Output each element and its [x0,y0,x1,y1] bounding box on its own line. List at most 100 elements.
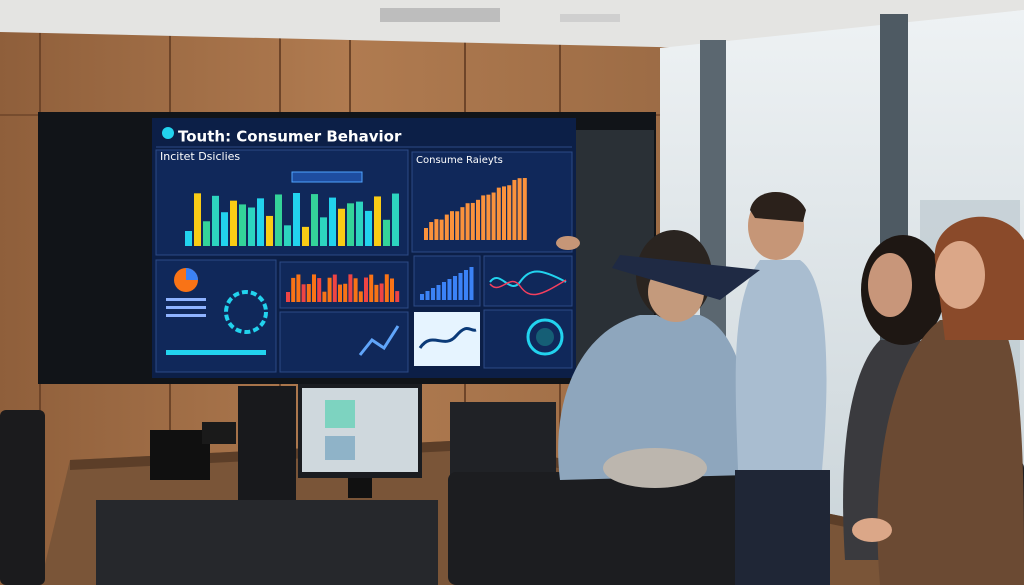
bar [293,193,300,246]
panel-title: Consume Raieyts [416,155,503,166]
bar [434,219,439,240]
monitors-part [348,478,372,498]
bar [512,179,517,240]
lower-panels-part [166,306,206,309]
bar [458,273,463,300]
bar [327,277,332,302]
bar [296,274,301,302]
bar [442,282,446,300]
bar [257,198,264,246]
bar [374,196,381,246]
bar [390,278,394,302]
bar [203,221,210,246]
lower-panels-part [166,350,266,355]
bar [338,208,345,246]
bar [392,193,399,246]
person-pointing-part [750,192,806,222]
bar [364,277,368,302]
bar [212,195,219,246]
dashboard-part [291,171,363,183]
monitors-part [325,400,355,428]
person-pointing-part [735,260,827,470]
bar [185,231,192,246]
lower-panels-part [489,270,567,288]
bar [395,291,400,302]
bar [291,277,296,302]
monitors-part [202,422,236,444]
bar-chart [286,274,400,302]
bar [230,200,237,246]
lower-panels-part [186,268,198,280]
ceiling-part [0,0,1024,48]
bar [317,278,322,302]
bar [464,270,468,300]
bar [436,285,441,300]
bar [348,274,353,302]
bar [301,284,306,302]
ceiling [0,0,1024,48]
bar [374,284,379,302]
bar [455,211,460,240]
bar [302,226,309,246]
bar [365,210,372,246]
lower-panels-part [483,255,573,307]
bar-chart [185,193,399,246]
bar [424,228,428,240]
bar-chart [420,267,474,300]
monitors-part [302,388,418,472]
bar [507,185,512,240]
ceiling-part [380,8,500,22]
bar [221,212,228,246]
person-woman-2 [852,216,1024,585]
person-woman-2-part [852,518,892,542]
bar [369,274,374,302]
bar [486,194,491,240]
bar [444,214,449,240]
monitors-part [96,500,438,585]
bar [453,276,457,300]
person-seated-part [558,315,750,480]
lower-panels-part [166,298,206,301]
panel-title: Incitet Dsiclies [160,150,240,163]
bar [306,284,311,302]
bar-chart [424,178,527,240]
lower-panels-part [414,312,480,366]
bar [356,201,363,246]
bar [379,283,384,302]
chairs-part [0,410,45,585]
bar [470,202,475,240]
lower-panels-part [418,326,477,349]
lower-panels-part [526,318,564,356]
bar [275,194,282,246]
bar [481,195,486,240]
lower-panels-part [489,279,567,296]
monitors-part [238,386,296,504]
bar [439,219,444,240]
lower-panels-part [224,290,268,334]
bar [460,207,465,240]
dashboard-title: Touth: Consumer Behavior [178,128,402,146]
ceiling-part [560,14,620,22]
bar [284,225,291,246]
monitors-part [150,430,210,480]
person-woman-2-part [935,241,985,309]
monitors-part [325,436,355,460]
bar [496,187,501,240]
bar [358,291,363,302]
bar [332,274,337,302]
bar [465,203,470,240]
bar [239,204,246,246]
lower-panels-part [166,314,206,317]
person-woman-1-part [868,253,912,317]
bar [431,288,435,300]
bar [476,199,480,240]
person-woman-2-part [877,320,1024,585]
bar [248,207,255,246]
bar [347,203,354,246]
bar [429,222,434,240]
bar [312,274,316,302]
lower-panels [155,255,573,373]
bar [384,274,389,302]
